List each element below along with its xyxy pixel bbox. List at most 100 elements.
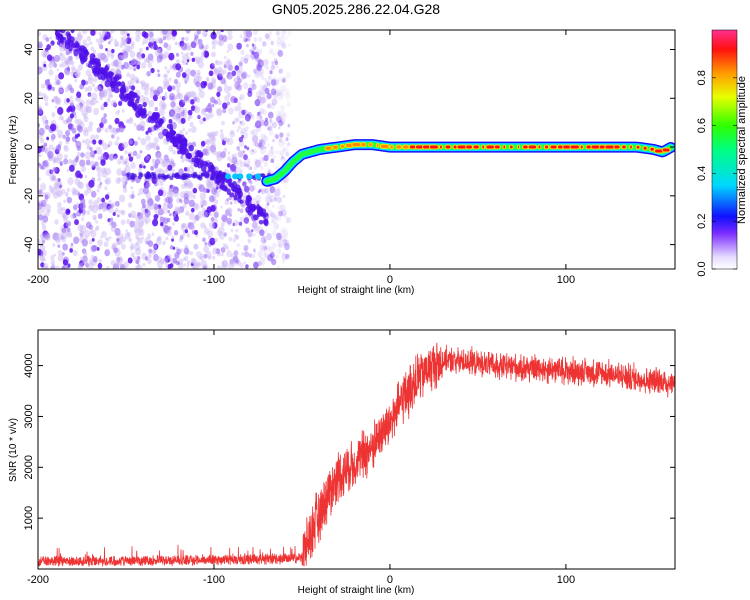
noise-blob <box>216 108 223 117</box>
noise-blob <box>275 150 278 154</box>
noise-blob <box>204 225 207 229</box>
band-blob <box>138 171 143 176</box>
noise-blob <box>281 258 286 264</box>
noise-blob <box>55 97 62 106</box>
noise-blob <box>260 259 266 266</box>
noise-blob <box>152 94 158 102</box>
streak-blob <box>197 151 204 158</box>
noise-blob <box>272 222 279 231</box>
noise-blob <box>45 233 51 241</box>
noise-blob <box>58 87 64 95</box>
spectrogram-frame <box>37 29 676 270</box>
noise-blob <box>65 191 69 197</box>
noise-blob <box>76 91 82 98</box>
noise-blob <box>211 131 217 138</box>
noise-blob <box>282 147 289 155</box>
noise-blob <box>143 165 146 169</box>
noise-blob <box>258 144 262 148</box>
noise-blob <box>130 57 137 66</box>
noise-blob <box>267 118 272 124</box>
noise-blob <box>149 144 153 150</box>
noise-blob <box>200 255 204 261</box>
noise-blob <box>243 30 249 38</box>
noise-blob <box>273 197 278 202</box>
noise-blob <box>216 265 222 269</box>
ridge-core <box>614 145 620 149</box>
noise-blob <box>196 30 201 35</box>
noise-blob <box>208 183 212 188</box>
noise-blob <box>265 196 272 204</box>
noise-blob <box>282 140 286 145</box>
noise-blob <box>219 129 224 134</box>
noise-blob <box>275 224 280 229</box>
noise-blob <box>84 174 88 179</box>
noise-blob <box>57 106 64 115</box>
noise-blob <box>55 145 61 152</box>
noise-blob <box>65 230 72 238</box>
noise-blob <box>140 137 147 146</box>
noise-blob <box>163 202 167 206</box>
noise-blob <box>213 198 219 205</box>
noise-blob <box>114 200 120 207</box>
noise-blob <box>117 158 122 165</box>
noise-blob <box>239 120 243 125</box>
noise-blob <box>243 30 248 35</box>
noise-blob <box>59 63 63 68</box>
noise-blob <box>61 252 65 256</box>
streak-blob <box>171 136 179 143</box>
noise-blob <box>97 239 103 247</box>
streak-blob <box>188 144 194 152</box>
noise-blob <box>251 79 255 84</box>
noise-blob <box>62 207 66 212</box>
noise-blob <box>259 115 263 120</box>
noise-blob <box>129 245 134 251</box>
noise-blob <box>266 244 271 251</box>
noise-blob <box>41 249 47 257</box>
noise-blob <box>84 151 91 160</box>
noise-blob <box>144 209 151 218</box>
noise-blob <box>178 207 182 211</box>
noise-blob <box>258 120 262 126</box>
noise-blob <box>120 209 126 216</box>
noise-blob <box>43 232 51 240</box>
noise-blob <box>200 44 204 49</box>
noise-blob <box>150 165 155 171</box>
noise-blob <box>88 121 94 127</box>
noise-blob <box>233 250 239 257</box>
noise-blob <box>236 220 240 226</box>
noise-blob <box>240 252 244 256</box>
noise-blob <box>116 214 120 218</box>
noise-blob <box>252 45 257 51</box>
noise-blob <box>277 49 284 57</box>
noise-blob <box>91 237 95 242</box>
noise-blob <box>272 155 276 160</box>
noise-blob <box>125 178 129 183</box>
noise-blob <box>271 216 278 225</box>
noise-blob <box>240 72 246 79</box>
noise-blob <box>94 226 99 232</box>
noise-blob <box>233 117 239 124</box>
noise-blob <box>228 107 234 115</box>
noise-blob <box>145 155 150 161</box>
noise-blob <box>180 111 185 117</box>
noise-blob <box>275 115 282 123</box>
noise-blob <box>239 151 245 158</box>
noise-blob <box>161 105 166 110</box>
noise-blob <box>38 43 43 49</box>
noise-blob <box>173 189 180 198</box>
noise-blob <box>238 136 244 143</box>
noise-blob <box>148 36 152 41</box>
noise-blob <box>130 185 134 190</box>
noise-blob <box>277 235 283 243</box>
noise-blob <box>281 238 288 246</box>
noise-blob <box>210 217 215 222</box>
noise-blob <box>137 218 144 227</box>
spectrogram-ridge <box>225 139 675 187</box>
figure-title: GN05.2025.286.22.04.G28 <box>272 1 440 17</box>
noise-blob <box>279 118 286 125</box>
noise-blob <box>143 57 149 64</box>
noise-blob <box>240 120 245 127</box>
noise-blob <box>178 99 186 108</box>
noise-blob <box>187 98 191 104</box>
snr-y-tick-label: 1000 <box>23 506 35 530</box>
